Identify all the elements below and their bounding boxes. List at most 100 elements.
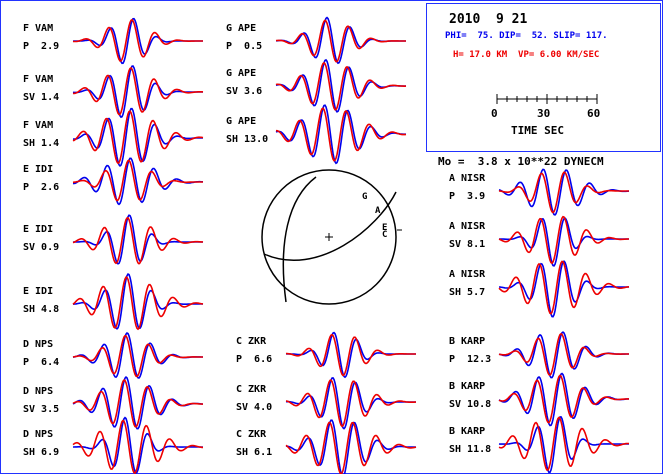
time-axis-label: TIME SEC <box>511 124 564 137</box>
synthetic-trace <box>72 159 203 202</box>
waveform <box>72 157 203 206</box>
station-label: A NISR <box>449 173 486 184</box>
observed-trace <box>285 419 417 474</box>
event-info-box: 2010 9 21 PHI= 75. DIP= 52. SLIP= 117. H… <box>426 3 661 152</box>
synthetic-trace <box>498 260 630 315</box>
focal-sphere-outline <box>261 169 397 305</box>
synthetic-trace <box>285 379 416 428</box>
station-label: G APE <box>226 68 257 79</box>
station-label: D NPS <box>23 386 54 397</box>
synthetic-trace <box>72 334 203 378</box>
waveform <box>498 416 629 474</box>
station-mark: G <box>362 192 367 202</box>
phase-amplitude-label: P 12.3 <box>449 354 492 365</box>
waveform <box>72 273 204 331</box>
synthetic-trace <box>72 276 204 331</box>
phase-amplitude-label: SH 13.0 <box>226 134 269 145</box>
mechanism-parameters: PHI= 75. DIP= 52. SLIP= 117. <box>445 31 608 41</box>
phase-amplitude-label: SV 3.6 <box>226 86 263 97</box>
trace-panel: A NISR SV 8.1 <box>449 203 649 267</box>
station-label: G APE <box>226 116 257 127</box>
seismic-moment: Mo = 3.8 x 10**22 DYNECM <box>438 155 604 168</box>
trace-panel: D NPS SV 3.5 <box>23 368 223 430</box>
phase-amplitude-label: SH 4.8 <box>23 304 60 315</box>
station-label: B KARP <box>449 426 486 437</box>
observed-trace <box>498 416 629 474</box>
synthetic-trace <box>276 107 407 162</box>
observed-trace <box>73 416 203 474</box>
waveform <box>285 377 416 430</box>
waveform <box>72 416 203 474</box>
station-label: F VAM <box>23 120 54 131</box>
trace-panel: F VAM P 2.9 <box>23 5 223 65</box>
waveform <box>285 419 417 474</box>
phase-amplitude-label: SH 6.9 <box>23 447 60 458</box>
station-label: A NISR <box>449 221 486 232</box>
waveform <box>275 16 406 65</box>
trace-panel: C ZKR SV 4.0 <box>236 366 436 430</box>
trace-panel: F VAM SH 1.4 <box>23 102 223 168</box>
synthetic-trace <box>72 379 203 428</box>
phase-amplitude-label: P 0.5 <box>226 41 263 52</box>
phase-amplitude-label: SH 1.4 <box>23 138 60 149</box>
synthetic-trace <box>498 374 629 424</box>
waveform <box>275 104 407 165</box>
phase-amplitude-label: SH 5.7 <box>449 287 486 298</box>
time-scale-bar <box>496 94 598 104</box>
trace-panel: G APE P 0.5 <box>226 5 426 65</box>
waveform <box>72 214 204 265</box>
trace-panel: B KARP SV 10.8 <box>449 363 649 427</box>
synthetic-trace <box>498 332 629 376</box>
station-label: C ZKR <box>236 429 267 440</box>
phase-amplitude-label: P 2.6 <box>23 182 60 193</box>
station-label: D NPS <box>23 429 54 440</box>
waveform <box>498 372 629 427</box>
trace-panel: E IDI P 2.6 <box>23 146 223 206</box>
station-mark: A <box>375 206 381 216</box>
station-mark: C <box>382 230 387 240</box>
synthetic-trace <box>72 419 203 474</box>
waveform <box>72 65 204 119</box>
station-label: E IDI <box>23 164 54 175</box>
focal-mechanism-sphere: G A E C <box>261 169 402 305</box>
phase-amplitude-label: SH 6.1 <box>236 447 273 458</box>
scale-tick-label: 0 <box>491 107 498 120</box>
waveform <box>498 260 630 318</box>
station-mark: E <box>382 223 387 233</box>
synthetic-trace <box>498 416 629 471</box>
phase-amplitude-label: SV 4.0 <box>236 402 273 413</box>
station-label: F VAM <box>23 74 54 85</box>
waveform <box>285 331 416 379</box>
phase-amplitude-label: SV 8.1 <box>449 239 486 250</box>
phase-amplitude-label: P 6.4 <box>23 357 60 368</box>
synthetic-trace <box>275 61 407 111</box>
phase-amplitude-label: SH 11.8 <box>449 444 492 455</box>
nodal-plane-2 <box>263 191 397 261</box>
observed-trace <box>72 157 203 206</box>
trace-panel: C ZKR SH 6.1 <box>236 411 436 474</box>
waveform <box>498 168 630 216</box>
observed-trace <box>73 214 203 265</box>
phase-amplitude-label: P 3.9 <box>449 191 486 202</box>
scale-tick-label: 30 <box>537 107 551 120</box>
waveform <box>498 331 629 379</box>
station-label: A NISR <box>449 269 486 280</box>
phase-amplitude-label: SV 0.9 <box>23 242 60 253</box>
station-label: E IDI <box>23 286 54 297</box>
station-label: B KARP <box>449 381 486 392</box>
trace-panel: C ZKR P 6.6 <box>236 318 436 379</box>
station-label: D NPS <box>23 339 54 350</box>
trace-panel: B KARP P 12.3 <box>449 318 649 379</box>
depth-velocity: H= 17.0 KM VP= 6.00 KM/SEC <box>453 50 600 60</box>
station-label: C ZKR <box>236 336 267 347</box>
station-label: B KARP <box>449 336 486 347</box>
station-label: E IDI <box>23 224 54 235</box>
waveform <box>72 331 203 379</box>
observed-trace <box>499 260 629 318</box>
trace-panel: D NPS SH 6.9 <box>23 411 223 474</box>
station-label: F VAM <box>23 23 54 34</box>
phase-amplitude-label: SV 1.4 <box>23 92 60 103</box>
trace-panel: A NISR P 3.9 <box>449 155 649 216</box>
trace-panel: E IDI SV 0.9 <box>23 206 223 266</box>
trace-panel: G APE SV 3.6 <box>226 50 426 113</box>
